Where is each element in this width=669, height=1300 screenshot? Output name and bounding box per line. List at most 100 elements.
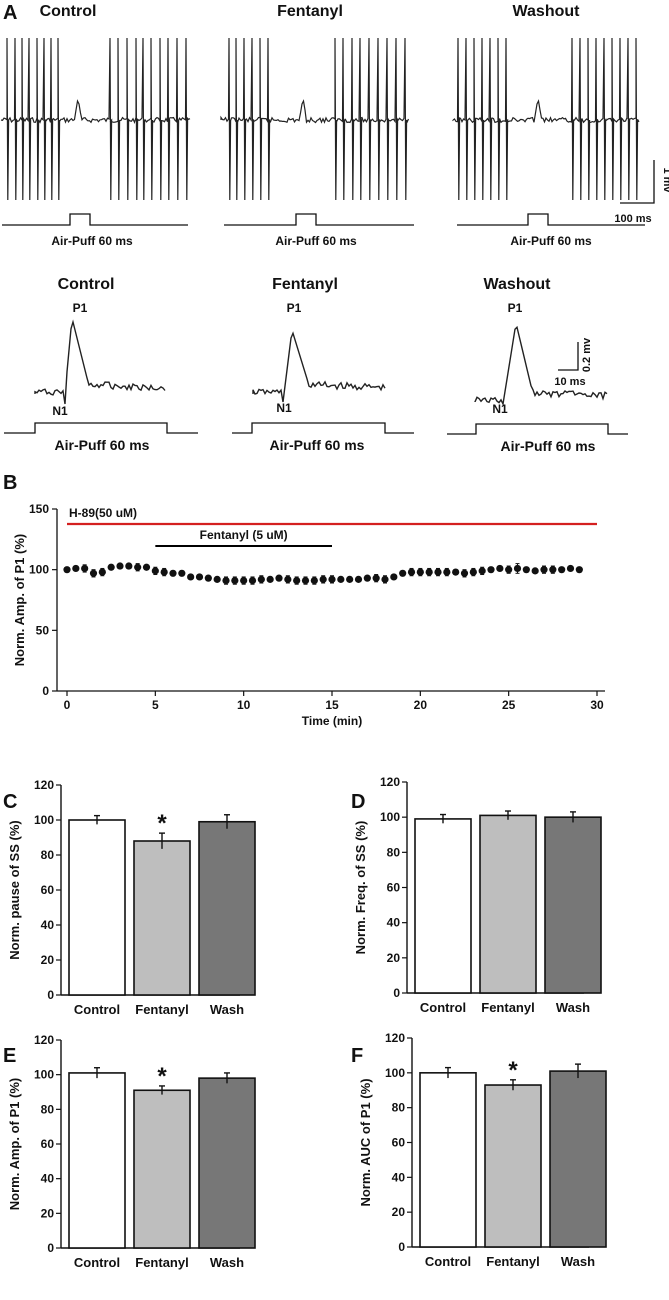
category-label: Wash (561, 1254, 595, 1269)
y-tick-label: 20 (392, 1205, 406, 1219)
data-point (513, 564, 522, 573)
trough-label-washout: N1 (492, 402, 508, 416)
scale-bar-field-voltage: 0.2 mv (581, 337, 593, 372)
y-tick-label: 40 (41, 918, 55, 932)
data-point (452, 568, 460, 576)
peak-label-fentanyl: P1 (287, 301, 302, 315)
data-point (319, 575, 327, 583)
time-course-chart: 0 50 100 150 0 5 10 15 20 25 30 Time (min) Norm. Amp… (12, 502, 605, 728)
y-tick-label: 0 (398, 1240, 405, 1254)
data-point (266, 575, 274, 583)
spike-trace (452, 37, 640, 201)
stimulus-label-control: Air-Puff 60 ms (51, 234, 133, 248)
scale-bar-field-time: 10 ms (554, 376, 585, 388)
data-point (505, 566, 513, 574)
data-point (231, 576, 239, 585)
data-point (337, 575, 345, 583)
data-point (213, 575, 221, 583)
y-axis-label: Norm. Amp. of P1 (%) (12, 534, 27, 666)
bar (414, 818, 472, 994)
data-point (549, 566, 557, 574)
scale-bar-top (620, 160, 655, 204)
y-tick-label: 120 (380, 775, 400, 789)
category-label: Wash (556, 1000, 590, 1015)
bar (68, 819, 126, 996)
y-tick-label: 20 (41, 1206, 55, 1220)
field-title-control: Control (58, 276, 115, 293)
category-label: Control (425, 1254, 471, 1269)
data-point (407, 568, 416, 576)
bar-chart-pause: 0 20 40 60 80 100 120 Norm. pause of SS (%) Cont… (7, 778, 256, 1017)
data-point (434, 568, 442, 576)
field-potential-trace (252, 331, 386, 403)
y-tick-label: 80 (41, 848, 55, 862)
trace-title-fentanyl: Fentanyl (277, 3, 343, 20)
data-point (416, 568, 424, 576)
y-tick-label: 100 (385, 1066, 405, 1080)
y-tick-label: 0 (47, 988, 54, 1002)
data-point (134, 563, 142, 571)
y-tick-label: 40 (387, 916, 401, 930)
stimulus-marker-fentanyl (224, 213, 414, 226)
y-tick-label: 0 (393, 986, 400, 1000)
x-tick-label: 0 (64, 698, 71, 712)
x-tick-label: 20 (414, 698, 428, 712)
data-point (496, 564, 504, 573)
y-tick-label: 40 (392, 1170, 406, 1184)
significance-marker: * (157, 1063, 167, 1090)
y-tick-label: 120 (34, 778, 54, 792)
y-tick-label: 120 (385, 1031, 405, 1045)
y-axis-label: Norm. AUC of P1 (%) (358, 1078, 373, 1206)
data-point (381, 575, 389, 583)
panel-label-e: E (3, 1045, 16, 1067)
significance-marker: * (157, 810, 167, 837)
data-point (195, 573, 204, 581)
data-point (522, 566, 530, 574)
bar (544, 816, 602, 994)
field-title-washout: Washout (484, 276, 552, 293)
x-tick-label: 25 (502, 698, 516, 712)
data-point (575, 566, 583, 574)
data-point (363, 574, 371, 582)
category-label: Control (74, 1002, 120, 1017)
data-point (425, 568, 433, 576)
panel-label-f: F (351, 1045, 363, 1067)
data-point (98, 568, 106, 576)
bar-chart-auc: 0 20 40 60 80 100 120 Norm. AUC of P1 (%) Contro… (358, 1031, 607, 1269)
x-tick-label: 5 (152, 698, 159, 712)
data-point (531, 567, 539, 575)
data-point (372, 574, 380, 582)
fentanyl-label: Fentanyl (5 uM) (200, 528, 288, 542)
bar (479, 814, 537, 994)
data-point (443, 568, 451, 576)
data-point (310, 576, 318, 585)
scale-bar-top-time: 100 ms (614, 213, 651, 225)
stimulus-label-fentanyl: Air-Puff 60 ms (275, 234, 357, 248)
y-axis-label: Norm. Freq. of SS (%) (353, 821, 368, 955)
data-point (178, 569, 186, 577)
y-axis-label: Norm. Amp. of P1 (%) (7, 1078, 22, 1210)
data-point (240, 576, 248, 585)
category-label: Wash (210, 1002, 244, 1017)
y-tick-label: 100 (34, 813, 54, 827)
field-stimulus-control (4, 422, 198, 434)
y-tick-label: 50 (36, 623, 50, 637)
scale-bar-field (558, 342, 579, 371)
y-tick-label: 100 (34, 1068, 54, 1082)
data-point (558, 566, 566, 574)
panel-label-a: A (3, 2, 17, 24)
category-label: Fentanyl (481, 1000, 534, 1015)
x-tick-label: 15 (325, 698, 339, 712)
trace-title-washout: Washout (513, 3, 581, 20)
y-tick-label: 80 (41, 1102, 55, 1116)
data-point (107, 563, 115, 571)
field-potential-traces (34, 319, 608, 407)
trough-label-fentanyl: N1 (276, 401, 292, 415)
stimulus-marker-washout (457, 213, 645, 226)
panel-label-d: D (351, 791, 365, 813)
h89-label: H-89(50 uM) (69, 506, 137, 520)
trace-title-control: Control (40, 3, 97, 20)
trough-label-control: N1 (52, 404, 68, 418)
data-point (284, 575, 292, 583)
bar (198, 820, 256, 996)
